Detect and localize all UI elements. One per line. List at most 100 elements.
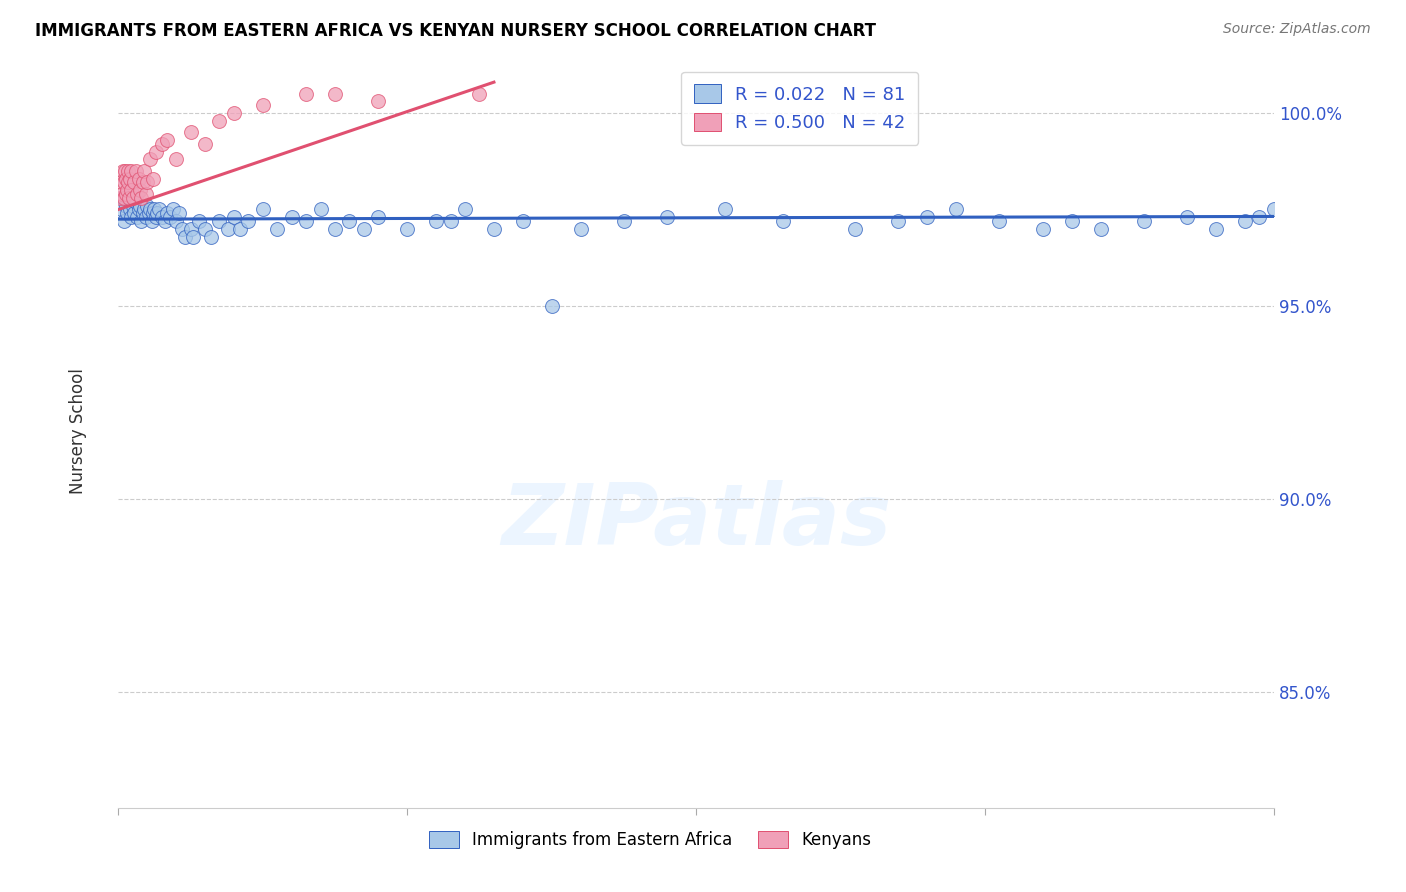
Point bbox=[1249, 211, 1271, 225]
Point bbox=[1205, 221, 1227, 235]
Point bbox=[540, 299, 562, 313]
Point bbox=[150, 136, 173, 151]
Point bbox=[844, 221, 866, 235]
Point bbox=[323, 221, 346, 235]
Point bbox=[117, 176, 139, 190]
Point bbox=[454, 202, 477, 217]
Point bbox=[145, 211, 167, 225]
Point bbox=[1175, 211, 1198, 225]
Point bbox=[129, 183, 152, 197]
Point bbox=[135, 187, 157, 202]
Point bbox=[772, 214, 794, 228]
Point bbox=[367, 95, 389, 109]
Point bbox=[132, 206, 155, 220]
Point bbox=[1060, 214, 1083, 228]
Point bbox=[887, 214, 910, 228]
Point bbox=[162, 202, 184, 217]
Point bbox=[295, 87, 318, 101]
Point bbox=[139, 202, 162, 217]
Point bbox=[228, 221, 250, 235]
Point bbox=[120, 211, 142, 225]
Point bbox=[183, 229, 205, 244]
Point bbox=[217, 221, 239, 235]
Point bbox=[396, 221, 419, 235]
Point bbox=[145, 145, 167, 159]
Point bbox=[131, 191, 153, 205]
Point bbox=[131, 214, 153, 228]
Point bbox=[136, 199, 159, 213]
Point bbox=[121, 199, 143, 213]
Point bbox=[208, 113, 231, 128]
Point bbox=[139, 153, 162, 167]
Text: ZIPatlas: ZIPatlas bbox=[501, 480, 891, 563]
Legend: R = 0.022   N = 81, R = 0.500   N = 42: R = 0.022 N = 81, R = 0.500 N = 42 bbox=[681, 71, 918, 145]
Point bbox=[266, 221, 288, 235]
Point bbox=[122, 176, 145, 190]
Point bbox=[512, 214, 534, 228]
Point bbox=[110, 176, 132, 190]
Point bbox=[128, 171, 150, 186]
Point bbox=[188, 214, 211, 228]
Point bbox=[115, 206, 138, 220]
Point bbox=[439, 214, 461, 228]
Point bbox=[110, 202, 132, 217]
Point bbox=[238, 214, 260, 228]
Point bbox=[148, 202, 170, 217]
Point bbox=[115, 183, 138, 197]
Point bbox=[200, 229, 222, 244]
Point bbox=[159, 211, 181, 225]
Point bbox=[917, 211, 939, 225]
Point bbox=[132, 176, 155, 190]
Point bbox=[125, 164, 148, 178]
Point bbox=[167, 206, 190, 220]
Point bbox=[118, 191, 141, 205]
Point bbox=[1263, 202, 1285, 217]
Point bbox=[156, 133, 179, 147]
Point bbox=[115, 171, 138, 186]
Point bbox=[367, 211, 389, 225]
Point bbox=[112, 214, 135, 228]
Point bbox=[153, 214, 176, 228]
Point bbox=[208, 214, 231, 228]
Point bbox=[134, 202, 156, 217]
Point bbox=[142, 171, 165, 186]
Point bbox=[1133, 214, 1156, 228]
Point bbox=[180, 221, 202, 235]
Point bbox=[120, 164, 142, 178]
Point bbox=[309, 202, 332, 217]
Point bbox=[1234, 214, 1257, 228]
Point bbox=[988, 214, 1011, 228]
Point bbox=[111, 187, 134, 202]
Point bbox=[118, 202, 141, 217]
Point bbox=[117, 164, 139, 178]
Point bbox=[136, 176, 159, 190]
Point bbox=[143, 202, 166, 217]
Point bbox=[135, 211, 157, 225]
Point bbox=[323, 87, 346, 101]
Point bbox=[1090, 221, 1112, 235]
Point bbox=[128, 202, 150, 217]
Point bbox=[222, 211, 245, 225]
Point bbox=[252, 202, 274, 217]
Point bbox=[180, 125, 202, 139]
Point bbox=[114, 164, 136, 178]
Point bbox=[295, 214, 318, 228]
Point bbox=[120, 183, 142, 197]
Point bbox=[121, 191, 143, 205]
Point bbox=[118, 171, 141, 186]
Point bbox=[146, 206, 169, 220]
Point bbox=[156, 206, 179, 220]
Point bbox=[108, 191, 131, 205]
Point bbox=[173, 229, 195, 244]
Text: Source: ZipAtlas.com: Source: ZipAtlas.com bbox=[1223, 22, 1371, 37]
Point bbox=[353, 221, 375, 235]
Point bbox=[114, 199, 136, 213]
Point bbox=[482, 221, 505, 235]
Point bbox=[1032, 221, 1054, 235]
Point bbox=[280, 211, 302, 225]
Point bbox=[194, 136, 217, 151]
Point bbox=[165, 214, 187, 228]
Point bbox=[613, 214, 636, 228]
Point bbox=[222, 106, 245, 120]
Point bbox=[252, 98, 274, 112]
